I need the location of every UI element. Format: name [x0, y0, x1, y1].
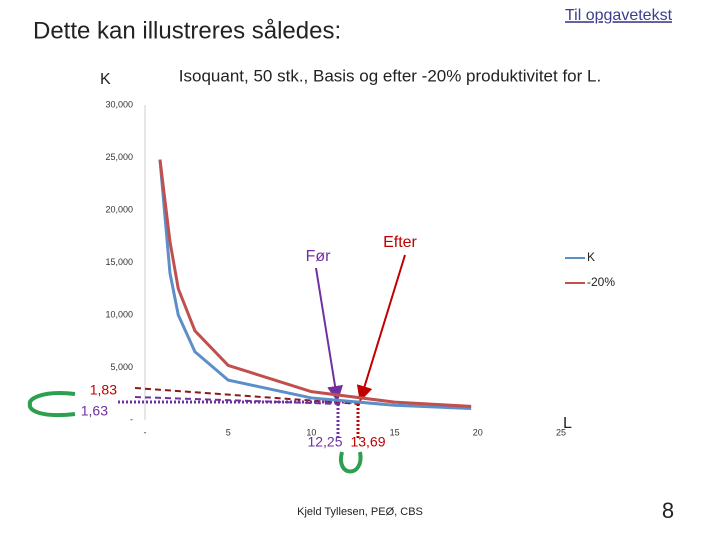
y-tick-label: - [130, 414, 133, 424]
legend-label: K [587, 250, 595, 264]
x-tick-label: - [144, 427, 147, 437]
y-tick-label: 15,000 [105, 257, 133, 267]
annotation: Før [306, 248, 332, 265]
annotation: 1,63 [81, 403, 108, 419]
footer: Kjeld Tyllesen, PEØ, CBS [297, 506, 423, 518]
arrow [315, 267, 343, 402]
annotation: 12,25 [307, 434, 342, 450]
series-line [158, 159, 472, 410]
chart-title: Isoquant, 50 stk., Basis og efter -20% p… [179, 66, 601, 85]
y-tick-label: 25,000 [105, 152, 133, 162]
y-tick-label: 5,000 [110, 362, 133, 372]
y-tick-label: 20,000 [105, 204, 133, 214]
x-tick-label: 25 [556, 427, 566, 437]
y-tick-label: 10,000 [105, 309, 133, 319]
x-tick-label: 5 [226, 427, 231, 437]
y-axis-label: K [100, 71, 111, 88]
x-tick-label: 10 [306, 427, 316, 437]
x-axis-label: L [563, 415, 572, 432]
x-tick-label: 20 [473, 427, 483, 437]
annotation: 1,83 [90, 382, 117, 398]
series-line [158, 159, 472, 408]
green-arrow [338, 451, 363, 474]
annotation: 13,69 [350, 434, 385, 450]
y-tick-label: 30,000 [105, 99, 133, 109]
tangent-line [134, 396, 341, 405]
legend-label: -20% [587, 275, 615, 289]
arrow [356, 254, 406, 402]
annotation: Efter [383, 234, 417, 251]
page-number: 8 [662, 498, 674, 523]
link[interactable]: Til opgavetekst [565, 7, 673, 24]
slide-title: Dette kan illustreres således: [33, 17, 341, 44]
x-tick-label: 15 [390, 427, 400, 437]
green-arrow [27, 391, 76, 417]
tangent-line [134, 387, 361, 405]
